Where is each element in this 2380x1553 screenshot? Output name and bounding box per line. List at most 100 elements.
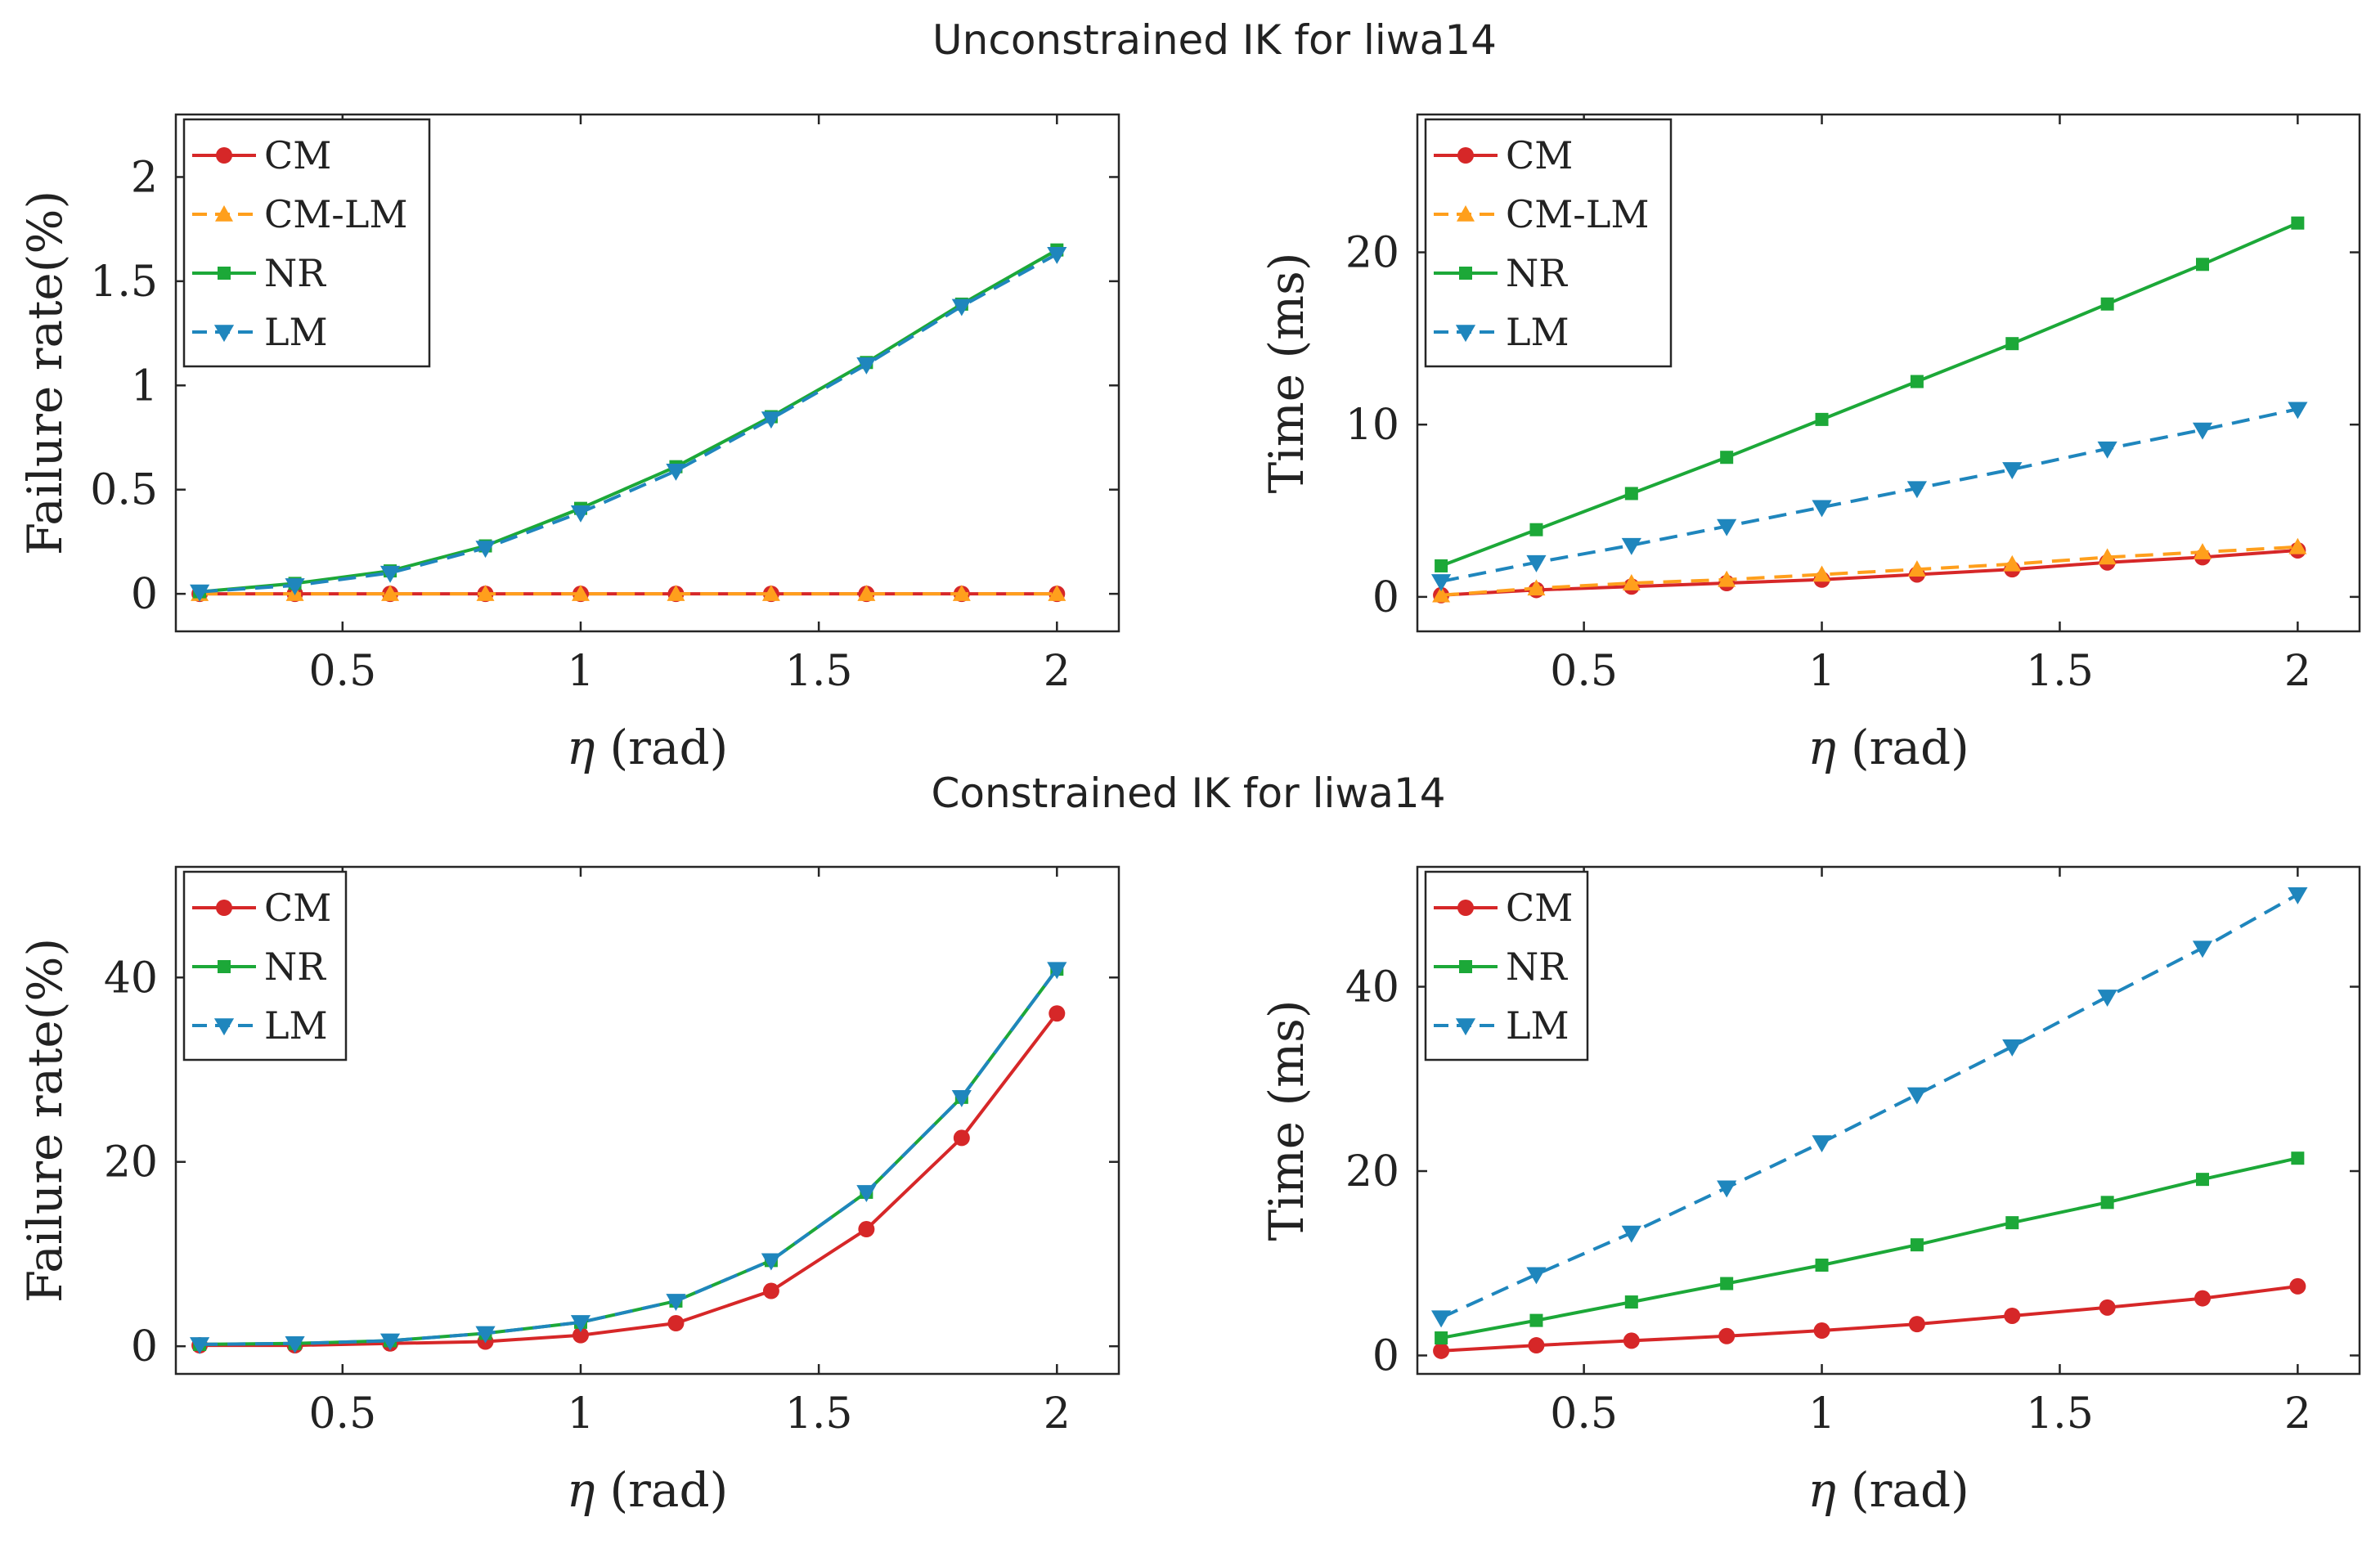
legend-label: CM: [264, 886, 331, 930]
data-point: [2291, 216, 2305, 230]
data-point: [666, 463, 686, 481]
data-point: [1910, 375, 1924, 388]
legend-marker: [218, 960, 231, 973]
x-axis-unit: (rad): [610, 720, 729, 775]
y-tick-label: 0.5: [90, 466, 158, 515]
data-point: [857, 585, 876, 601]
legend-label: LM: [1506, 310, 1569, 354]
data-point: [1813, 1322, 1830, 1340]
data-point: [2100, 297, 2114, 311]
data-point: [761, 411, 782, 429]
data-point: [570, 1315, 591, 1332]
y-tick-label: 20: [104, 1138, 158, 1187]
data-point: [1910, 1238, 1924, 1252]
data-point: [858, 1221, 875, 1238]
data-point: [190, 584, 210, 602]
legend-marker: [213, 1018, 235, 1036]
x-tick-label: 1.5: [2026, 1389, 2094, 1439]
legend-label: CM: [264, 133, 331, 177]
data-point: [856, 357, 877, 375]
data-point: [1906, 1087, 1928, 1105]
legend-marker: [216, 147, 232, 164]
data-point: [952, 585, 971, 601]
data-point: [2002, 1039, 2023, 1057]
data-point: [1815, 1258, 1829, 1272]
data-point: [1717, 1180, 1737, 1198]
x-axis-unit: (rad): [1851, 1462, 1969, 1518]
data-point: [190, 1337, 210, 1355]
legend-marker: [216, 900, 232, 916]
y-axis-label: Time (ms): [1259, 252, 1314, 493]
data-point: [1432, 586, 1451, 603]
y-tick-label: 2: [131, 153, 158, 202]
series-cm-lm: [1432, 537, 2307, 603]
y-tick-label: 20: [1345, 1147, 1399, 1196]
section-title-unconstrained: Unconstrained IK for liwa14: [932, 16, 1497, 64]
y-tick-label: 0: [1372, 573, 1399, 622]
legend: CM CM-LM NR LM: [1424, 118, 1673, 368]
legend-marker: [213, 325, 235, 343]
series-line: [199, 252, 1058, 594]
legend-marker: [1459, 267, 1472, 280]
series-lm: [190, 962, 1067, 1355]
y-tick-label: 0: [131, 1322, 158, 1371]
x-tick-label: 2: [1044, 1389, 1071, 1439]
legend-marker: [1457, 900, 1474, 916]
legend-label: LM: [264, 310, 328, 354]
x-axis-symbol: η: [567, 720, 595, 775]
data-point: [1720, 1277, 1734, 1290]
legend-marker: [1457, 205, 1475, 222]
data-point: [1621, 1225, 1641, 1243]
legend: CM NR LM: [1424, 870, 1589, 1062]
data-point: [2196, 258, 2209, 272]
series-line: [1440, 545, 2298, 597]
x-tick-label: 2: [1044, 647, 1071, 696]
y-tick-label: 0: [1372, 1331, 1399, 1380]
y-tick-label: 0: [131, 570, 158, 619]
data-point: [2003, 554, 2022, 572]
data-point: [1526, 554, 1547, 572]
series-lm: [1430, 402, 2308, 592]
data-point: [2097, 990, 2117, 1008]
data-point: [476, 585, 495, 601]
y-tick-label: 1.5: [90, 258, 158, 307]
data-point: [761, 1253, 782, 1271]
x-axis-symbol: η: [1807, 1462, 1836, 1518]
y-tick-label: 40: [104, 954, 158, 1003]
data-point: [2288, 537, 2307, 554]
data-point: [1812, 500, 1832, 518]
data-point: [1047, 246, 1067, 264]
data-point: [570, 505, 591, 523]
data-point: [2097, 441, 2117, 459]
data-point: [1621, 537, 1641, 555]
data-point: [951, 1090, 972, 1107]
data-point: [1717, 518, 1737, 536]
series-line: [1440, 221, 2299, 568]
series-line: [200, 1012, 1058, 1348]
data-point: [379, 565, 401, 583]
legend-label: CM: [1506, 133, 1573, 177]
data-point: [2002, 462, 2023, 480]
legend-label: NR: [1506, 945, 1568, 989]
data-point: [2194, 543, 2212, 559]
x-axis-label: η (rad): [567, 1462, 728, 1518]
data-point: [2192, 422, 2213, 440]
data-point: [1529, 523, 1543, 536]
data-point: [953, 1129, 970, 1147]
x-tick-label: 1: [567, 1389, 594, 1439]
data-point: [1906, 481, 1928, 499]
data-point: [1529, 1313, 1543, 1327]
legend: CM NR LM: [182, 870, 348, 1062]
data-point: [285, 1336, 305, 1353]
data-point: [571, 585, 590, 601]
legend-label: NR: [264, 945, 326, 989]
legend-marker: [1455, 1018, 1476, 1036]
series-line: [1440, 1156, 2298, 1340]
y-axis-label: Failure rate(%): [17, 191, 73, 555]
data-point: [2194, 1290, 2211, 1307]
series-nr: [1435, 216, 2305, 572]
data-point: [1433, 1342, 1450, 1359]
